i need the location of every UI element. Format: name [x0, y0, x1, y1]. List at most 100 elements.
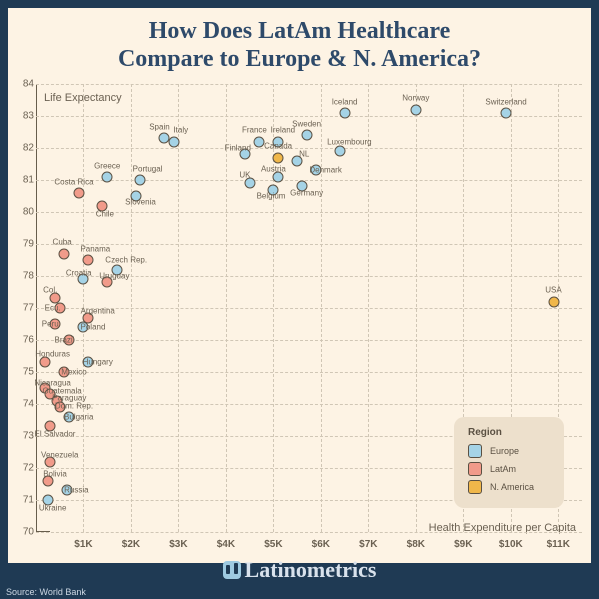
- data-point: [339, 107, 350, 118]
- legend-item: Europe: [468, 444, 550, 458]
- data-point-label: Dom. Rep.: [55, 401, 93, 410]
- gridline-v: [368, 84, 369, 532]
- data-point-label: Finland: [225, 144, 251, 153]
- y-tick-label: 71: [12, 495, 34, 506]
- gridline-h: [36, 340, 582, 341]
- gridline-h: [36, 372, 582, 373]
- x-tick-label: $10K: [499, 539, 523, 550]
- gridline-h: [36, 180, 582, 181]
- data-point-label: Croatia: [66, 268, 92, 277]
- gridline-v: [178, 84, 179, 532]
- data-point-label: Ecu.: [45, 304, 61, 313]
- y-tick-label: 84: [12, 79, 34, 90]
- legend-label: Europe: [490, 446, 519, 456]
- data-point: [548, 296, 559, 307]
- x-tick-label: $11K: [547, 539, 570, 550]
- data-point-label: France: [242, 126, 267, 135]
- data-point-label: Norway: [402, 94, 429, 103]
- data-point-label: NL: [299, 150, 309, 159]
- gridline-h: [36, 308, 582, 309]
- data-point-label: Argentina: [81, 307, 115, 316]
- gridline-v: [273, 84, 274, 532]
- data-point: [501, 107, 512, 118]
- data-point-label: Slovenia: [125, 198, 156, 207]
- gridline-h: [36, 116, 582, 117]
- data-point: [73, 187, 84, 198]
- x-tick-label: $7K: [359, 539, 377, 550]
- x-tick-label: $4K: [217, 539, 235, 550]
- data-point-label: Iceland: [332, 97, 358, 106]
- data-point: [301, 130, 312, 141]
- gridline-h: [36, 212, 582, 213]
- data-point-label: Bulgaria: [64, 412, 93, 421]
- title-line-1: How Does LatAm Healthcare: [149, 18, 451, 44]
- y-tick-label: 74: [12, 399, 34, 410]
- x-tick-label: $8K: [407, 539, 425, 550]
- gridline-h: [36, 84, 582, 85]
- data-point-label: Spain: [149, 123, 169, 132]
- y-tick-label: 72: [12, 463, 34, 474]
- data-point-label: Russia: [64, 486, 88, 495]
- legend-swatch: [468, 480, 482, 494]
- data-point-label: Brazil: [54, 336, 74, 345]
- data-point-label: Luxembourg: [327, 137, 371, 146]
- y-tick-label: 76: [12, 335, 34, 346]
- data-point-label: Bolivia: [43, 470, 67, 479]
- brand-logo-icon: [223, 561, 241, 579]
- scatter-chart: Life Expectancy Health Expenditure per C…: [36, 84, 582, 548]
- y-tick-label: 77: [12, 303, 34, 314]
- data-point-label: Honduras: [35, 350, 70, 359]
- y-tick-label: 73: [12, 431, 34, 442]
- data-point-label: Col.: [43, 286, 57, 295]
- x-tick-label: $1K: [74, 539, 92, 550]
- legend-swatch: [468, 462, 482, 476]
- y-tick-label: 82: [12, 143, 34, 154]
- gridline-v: [131, 84, 132, 532]
- y-tick-label: 78: [12, 271, 34, 282]
- data-point-label: Italy: [173, 126, 188, 135]
- gridline-h: [36, 404, 582, 405]
- legend: Region Europe LatAm N. America: [454, 417, 564, 508]
- data-point-label: Germany: [290, 188, 323, 197]
- data-point: [168, 136, 179, 147]
- data-point-label: El Salvador: [35, 430, 76, 439]
- legend-swatch: [468, 444, 482, 458]
- data-point-label: Chile: [96, 209, 114, 218]
- data-point: [273, 152, 284, 163]
- data-point-label: Czech Rep.: [105, 256, 147, 265]
- data-point-label: Denmark: [309, 166, 341, 175]
- data-point-label: Switzerland: [485, 97, 526, 106]
- data-point: [59, 248, 70, 259]
- x-tick-label: $3K: [169, 539, 187, 550]
- data-point-label: Belgium: [257, 192, 286, 201]
- y-tick-label: 79: [12, 239, 34, 250]
- data-point-label: Greece: [94, 161, 120, 170]
- data-point: [102, 171, 113, 182]
- y-tick-label: 70: [12, 527, 34, 538]
- y-tick-label: 83: [12, 111, 34, 122]
- data-point-label: Ukraine: [39, 504, 67, 513]
- data-point-label: USA: [545, 286, 561, 295]
- data-point: [410, 104, 421, 115]
- data-point-label: Uruguay: [99, 272, 129, 281]
- legend-label: LatAm: [490, 464, 516, 474]
- data-point-label: Poland: [81, 323, 106, 332]
- brand-footer: Latinometrics: [0, 557, 599, 583]
- data-point-label: Mexico: [61, 368, 86, 377]
- legend-title: Region: [468, 427, 550, 438]
- data-point: [83, 255, 94, 266]
- data-point-label: UK: [239, 171, 250, 180]
- data-point-label: Costa Rica: [54, 177, 93, 186]
- data-point-label: Canada: [264, 142, 292, 151]
- data-point-label: Venezuela: [41, 451, 78, 460]
- y-tick-label: 81: [12, 175, 34, 186]
- gridline-v: [416, 84, 417, 532]
- data-point-label: Sweden: [292, 120, 321, 129]
- gridline-h: [36, 532, 582, 533]
- x-tick-label: $2K: [122, 539, 140, 550]
- data-point-label: Austria: [261, 164, 286, 173]
- chart-panel: How Does LatAm Healthcare Compare to Eur…: [8, 8, 591, 563]
- data-point: [254, 136, 265, 147]
- gridline-h: [36, 244, 582, 245]
- legend-item: N. America: [468, 480, 550, 494]
